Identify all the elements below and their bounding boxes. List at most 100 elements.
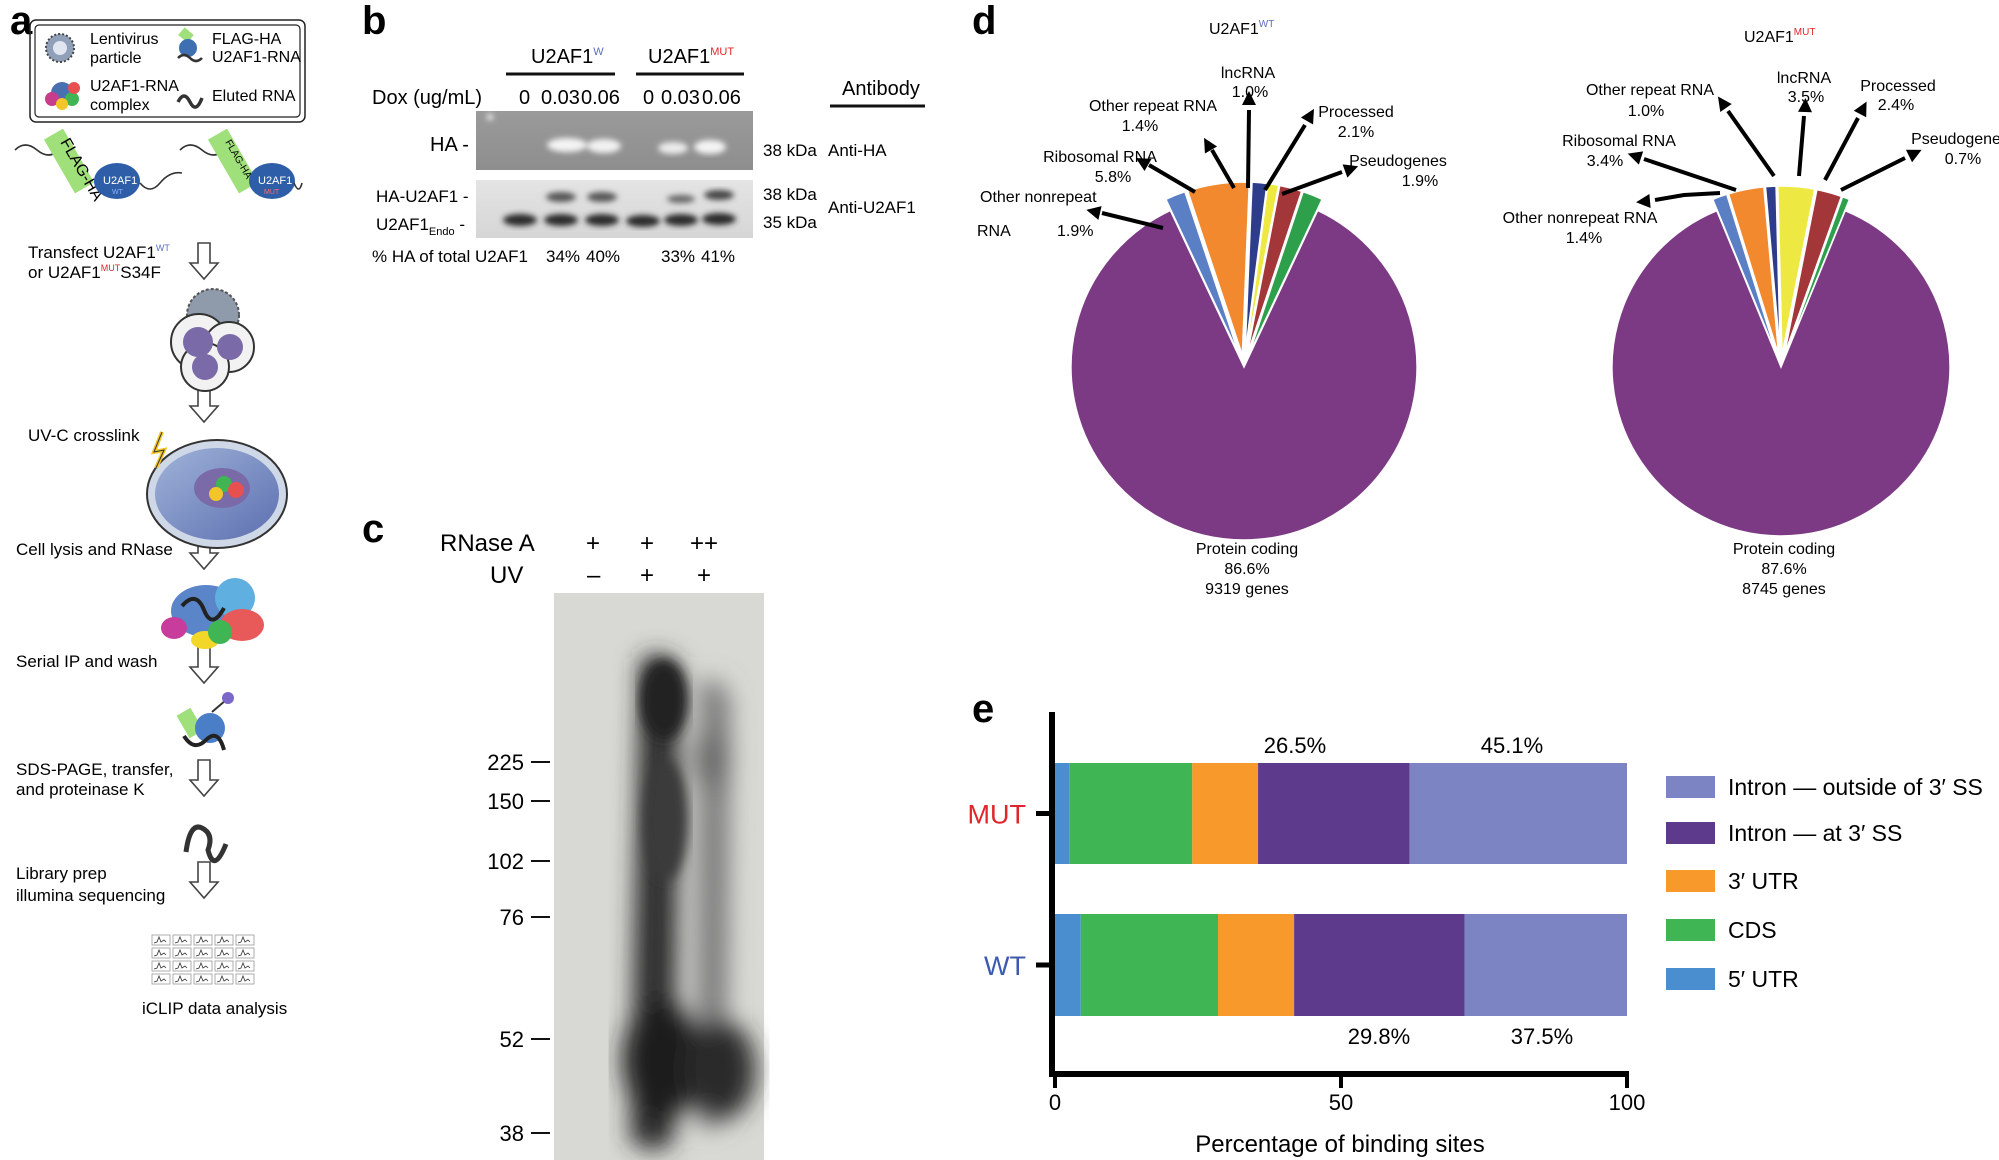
seq-track-line	[174, 935, 188, 944]
seq-track-thumb	[214, 960, 234, 972]
bar-category-label: WT	[984, 951, 1026, 981]
uv-value: +	[697, 562, 711, 589]
seq-track-line	[195, 961, 209, 970]
legend-flag-2: U2AF1-RNA	[212, 49, 301, 66]
legend-label: Intron — at 3′ SS	[1728, 820, 1902, 846]
legend-swatch	[1666, 822, 1715, 844]
uv-value: +	[640, 562, 654, 589]
legend-label: CDS	[1728, 917, 1777, 943]
pie-label-arrow	[1147, 163, 1197, 194]
endo-row-label: U2AF1Endo -	[376, 215, 465, 238]
pie-label-arrowhead	[1204, 137, 1218, 154]
seq-track-line	[237, 948, 251, 957]
seq-track-line	[237, 974, 251, 983]
pie-label-arrow	[1101, 211, 1164, 230]
wt-group-label: U2AF1W	[531, 46, 604, 68]
bar-annotation: 37.5%	[1511, 1024, 1573, 1049]
stacked-bar-segment	[1080, 914, 1219, 1016]
pie-slice-label: 1.4%	[1566, 230, 1602, 247]
pie-slice-label: Ribosomal RNA	[1562, 133, 1676, 150]
eluted-rna-step-icon	[183, 824, 229, 863]
seq-track-line	[216, 961, 230, 970]
pie-slice-label: Pseudogenes	[1911, 131, 1999, 148]
u2af1-kda: 38 kDa	[763, 185, 817, 204]
pie-label-arrow	[1210, 148, 1236, 190]
construct-mut-protein: U2AF1	[258, 175, 292, 187]
pie-slice	[1777, 185, 1816, 356]
construct-wt: FLAG-HA U2AF1 WT	[14, 128, 183, 204]
marker-label: 52	[500, 1027, 524, 1052]
uv-label: UV	[490, 562, 523, 589]
pie-label-arrow	[1263, 123, 1307, 192]
seq-track-thumb	[235, 934, 255, 946]
pie-label-arrowhead	[1853, 101, 1867, 118]
legend-complex-1: U2AF1-RNA	[90, 78, 179, 95]
pie-title-sup: MUT	[1794, 27, 1816, 38]
seq-track-thumb	[172, 960, 192, 972]
stacked-bar-segment	[1464, 914, 1627, 1016]
size-markers: 225 150 102 76 52 38	[487, 750, 550, 1146]
step-lib-2: illumina sequencing	[16, 886, 165, 905]
pie-slice-label: 1.4%	[1122, 118, 1158, 135]
pie-slice-label: 3.4%	[1587, 153, 1623, 170]
pie-label-arrowhead	[1300, 108, 1314, 125]
legend-flag-1: FLAG-HA	[212, 31, 282, 48]
flag-rna-icon	[177, 27, 203, 63]
pie-slice-label: Protein coding	[1196, 541, 1298, 558]
legend-swatch	[1666, 968, 1715, 990]
rnase-value: +	[640, 530, 654, 557]
pie-label-arrow	[1654, 191, 1721, 202]
construct-mut: FLAG-HA U2AF1 MUT	[179, 128, 303, 199]
pie-slice-label: lncRNA	[1777, 70, 1832, 87]
legend-swatch	[1666, 919, 1715, 941]
pie-slice-label: Other nonrepeat RNA	[1503, 210, 1658, 227]
pct-value: 33%	[661, 247, 695, 266]
bar-annotation: 45.1%	[1481, 733, 1543, 758]
ha-antibody: Anti-HA	[828, 141, 887, 160]
pie-label-arrowhead	[1342, 164, 1359, 178]
pie-slice-label: lncRNA	[1221, 65, 1276, 82]
pie-slice-label: 8745 genes	[1742, 581, 1826, 598]
lentivirus-icon	[45, 33, 75, 63]
legend-outer-box	[29, 19, 306, 123]
seq-track-thumb	[151, 934, 171, 946]
stacked-bar-segment	[1069, 763, 1193, 864]
seq-track-thumb	[151, 947, 171, 959]
stacked-bar-segment	[1258, 763, 1410, 864]
pie-slice-label: 5.8%	[1095, 169, 1131, 186]
step-sds-1: SDS-PAGE, transfer,	[16, 760, 173, 779]
lysis-complex-icon	[161, 578, 264, 649]
legend-lentivirus-1: Lentivirus	[90, 31, 158, 48]
seq-track-line	[174, 948, 188, 957]
step-transfect-line2: or U2AF1MUTS34F	[28, 263, 161, 282]
u2af1-blot	[476, 180, 753, 238]
step-analysis: iCLIP data analysis	[142, 999, 287, 1018]
dox-value: 0.03	[661, 87, 700, 109]
seq-track-thumb	[235, 960, 255, 972]
pie-slice-label: RNA	[977, 223, 1011, 240]
complex-icon	[45, 82, 80, 110]
pie-slice-label: 0.7%	[1945, 151, 1981, 168]
pie-slice	[1783, 188, 1843, 356]
panel-c: c RNase A UV + + ++ – + + 225 150 102 76 52 3…	[362, 507, 764, 1160]
step-sds-2: and proteinase K	[16, 780, 145, 799]
seq-track-line	[216, 935, 230, 944]
seq-track-thumb	[172, 947, 192, 959]
panel-c-letter: c	[362, 507, 384, 551]
marker-label: 38	[500, 1121, 524, 1146]
x-tick-label: 100	[1609, 1090, 1646, 1115]
pie-slice-label: 1.0%	[1628, 103, 1664, 120]
pie-slice-label: Processed	[1318, 104, 1394, 121]
dox-value: 0.03	[541, 87, 580, 109]
pie-chart-mut: U2AF1MUT Protein coding 87.6% 8745 genes Oth…	[1503, 27, 1999, 598]
panel-e-letter: e	[972, 687, 994, 731]
stacked-bar-segment	[1055, 914, 1081, 1016]
seq-track-thumb	[214, 973, 234, 985]
endo-kda: 35 kDa	[763, 213, 817, 232]
construct-wt-sup: WT	[112, 189, 124, 196]
pie-title: U2AF1WT	[1209, 19, 1274, 38]
uv-cell-icon	[146, 431, 288, 549]
pie-label-arrowhead	[1905, 149, 1922, 163]
seq-track-line	[153, 974, 167, 983]
